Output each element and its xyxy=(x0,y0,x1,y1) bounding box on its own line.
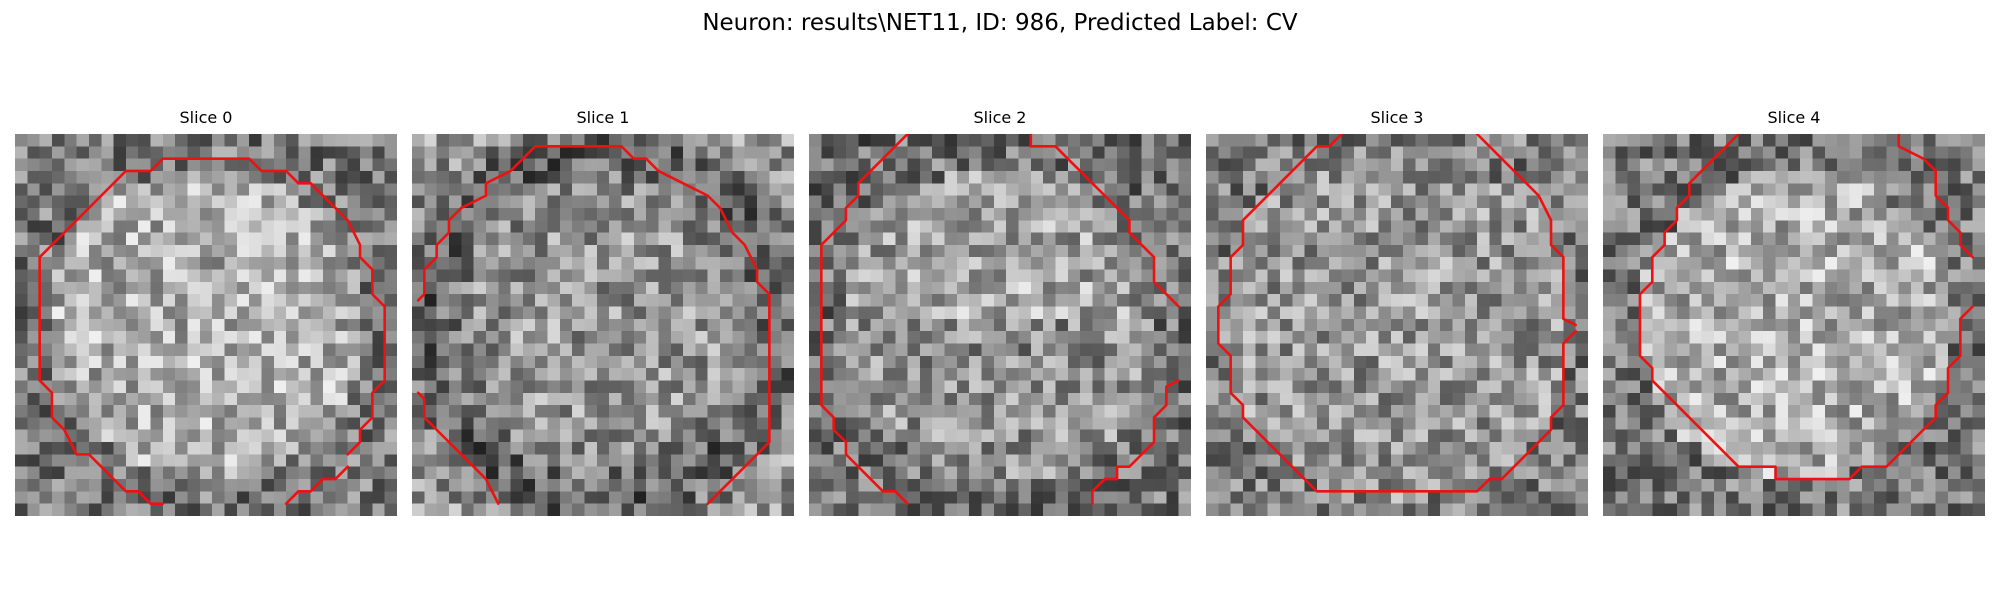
segmentation-contour xyxy=(1206,134,1588,516)
segmentation-contour xyxy=(809,134,1191,516)
contour-line xyxy=(163,159,385,455)
contour-line xyxy=(1640,134,1973,479)
slice-image xyxy=(412,134,794,516)
contour-line xyxy=(1218,134,1575,491)
slice-image xyxy=(1603,134,1985,516)
slice-title: Slice 3 xyxy=(1370,108,1424,127)
slice-panel-0: Slice 0 xyxy=(15,108,397,516)
slice-title: Slice 1 xyxy=(576,108,630,127)
contour-line xyxy=(418,146,769,503)
slice-image xyxy=(15,134,397,516)
contour-line xyxy=(1899,134,1973,257)
slice-panel-2: Slice 2 xyxy=(809,108,1191,516)
slice-title: Slice 4 xyxy=(1767,108,1821,127)
slice-image xyxy=(809,134,1191,516)
figure-title: Neuron: results\NET11, ID: 986, Predicte… xyxy=(702,10,1298,36)
slice-panel-4: Slice 4 xyxy=(1603,108,1985,516)
contour-line xyxy=(821,134,907,504)
slice-panel-3: Slice 3 xyxy=(1206,108,1588,516)
contour-line xyxy=(418,393,498,504)
segmentation-contour xyxy=(412,134,794,516)
segmentation-contour xyxy=(1603,134,1985,516)
segmentation-contour xyxy=(15,134,397,516)
contour-line xyxy=(286,467,348,504)
contour-line xyxy=(40,159,163,504)
slice-title: Slice 2 xyxy=(973,108,1027,127)
contour-line xyxy=(1092,380,1178,503)
contour-line xyxy=(1031,134,1179,307)
slice-panel-1: Slice 1 xyxy=(412,108,794,516)
slice-title: Slice 0 xyxy=(179,108,233,127)
contour-line xyxy=(1477,134,1576,325)
slice-image xyxy=(1206,134,1588,516)
